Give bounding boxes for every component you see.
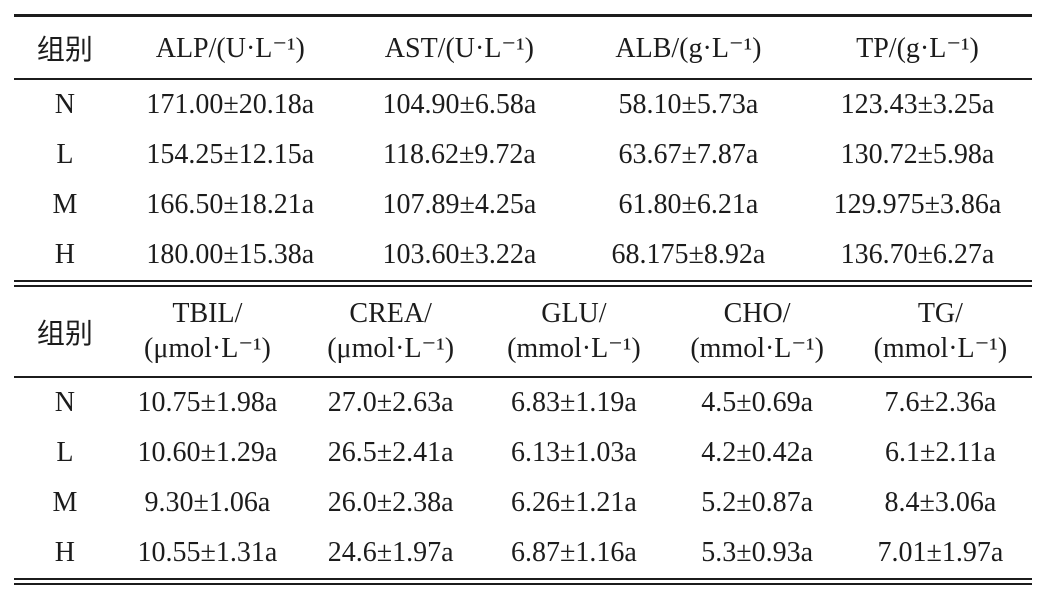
column-header-group: 组别	[14, 15, 116, 80]
analyte-name: TG/	[917, 298, 963, 330]
value-cell: 58.10±5.73a	[618, 89, 759, 120]
table-row: L 154.25±12.15a 118.62±9.72a 63.67±7.87a…	[14, 130, 1032, 180]
value-cell: 123.43±3.25a	[840, 89, 995, 120]
table2-header-row: 组别 TBIL/ (μmol·L⁻¹) CREA/ (μmol·L⁻¹) GLU…	[14, 287, 1032, 378]
analyte-unit: (mmol·L⁻¹)	[507, 332, 641, 364]
group-cell: N	[54, 387, 76, 418]
value-cell: 6.83±1.19a	[510, 387, 637, 418]
value-cell: 4.5±0.69a	[701, 387, 814, 418]
table-row: M 166.50±18.21a 107.89±4.25a 61.80±6.21a…	[14, 180, 1032, 230]
value-cell: 171.00±20.18a	[146, 89, 315, 120]
table-row: H 10.55±1.31a 24.6±1.97a 6.87±1.16a 5.3±…	[14, 528, 1032, 578]
value-cell: 103.60±3.22a	[382, 239, 537, 270]
bottom-closing-rule	[14, 578, 1032, 585]
value-cell: 154.25±12.15a	[146, 139, 315, 170]
column-header-cho: CHO/ (mmol·L⁻¹)	[665, 287, 849, 378]
value-cell: 26.5±2.41a	[327, 437, 454, 468]
value-cell: 24.6±1.97a	[327, 537, 454, 568]
table-row: M 9.30±1.06a 26.0±2.38a 6.26±1.21a 5.2±0…	[14, 478, 1032, 528]
value-cell: 180.00±15.38a	[146, 239, 315, 270]
serum-metabolite-table: 组别 TBIL/ (μmol·L⁻¹) CREA/ (μmol·L⁻¹) GLU…	[14, 287, 1032, 578]
value-cell: 7.01±1.97a	[877, 537, 1004, 568]
value-cell: 107.89±4.25a	[382, 189, 537, 220]
table1-header-row: 组别 ALP/(U·L⁻¹) AST/(U·L⁻¹) ALB/(g·L⁻¹) T…	[14, 15, 1032, 80]
analyte-name: TBIL/	[172, 298, 243, 330]
value-cell: 10.55±1.31a	[137, 537, 278, 568]
section-divider-rule	[14, 280, 1032, 287]
value-cell: 130.72±5.98a	[840, 139, 995, 170]
value-cell: 6.26±1.21a	[510, 487, 637, 518]
group-cell: M	[52, 487, 78, 518]
value-cell: 9.30±1.06a	[144, 487, 271, 518]
table-row: N 171.00±20.18a 104.90±6.58a 58.10±5.73a…	[14, 79, 1032, 130]
value-cell: 129.975±3.86a	[833, 189, 1002, 220]
column-header-tg: TG/ (mmol·L⁻¹)	[848, 287, 1032, 378]
value-cell: 27.0±2.63a	[327, 387, 454, 418]
column-header-alp: ALP/(U·L⁻¹)	[115, 15, 345, 80]
serum-enzyme-protein-table: 组别 ALP/(U·L⁻¹) AST/(U·L⁻¹) ALB/(g·L⁻¹) T…	[14, 14, 1032, 280]
value-cell: 10.60±1.29a	[137, 437, 278, 468]
value-cell: 6.1±2.11a	[884, 437, 996, 468]
column-header-tbil: TBIL/ (μmol·L⁻¹)	[115, 287, 300, 378]
value-cell: 7.6±2.36a	[884, 387, 997, 418]
table-row: L 10.60±1.29a 26.5±2.41a 6.13±1.03a 4.2±…	[14, 428, 1032, 478]
column-header-ast: AST/(U·L⁻¹)	[344, 15, 574, 80]
column-header-group: 组别	[14, 287, 116, 378]
value-cell: 68.175±8.92a	[611, 239, 766, 270]
value-cell: 6.13±1.03a	[510, 437, 637, 468]
table-row: N 10.75±1.98a 27.0±2.63a 6.83±1.19a 4.5±…	[14, 377, 1032, 428]
value-cell: 63.67±7.87a	[618, 139, 759, 170]
value-cell: 4.2±0.42a	[701, 437, 814, 468]
group-cell: M	[52, 189, 78, 220]
analyte-unit: (mmol·L⁻¹)	[690, 332, 824, 364]
value-cell: 166.50±18.21a	[146, 189, 315, 220]
column-header-tp: TP/(g·L⁻¹)	[802, 15, 1032, 80]
value-cell: 5.3±0.93a	[701, 537, 814, 568]
group-cell: L	[56, 437, 74, 468]
column-header-glu: GLU/ (mmol·L⁻¹)	[482, 287, 666, 378]
value-cell: 118.62±9.72a	[382, 139, 536, 170]
column-header-crea: CREA/ (μmol·L⁻¹)	[299, 287, 483, 378]
group-cell: N	[54, 89, 76, 120]
value-cell: 8.4±3.06a	[884, 487, 997, 518]
analyte-name: GLU/	[541, 298, 607, 330]
table-row: H 180.00±15.38a 103.60±3.22a 68.175±8.92…	[14, 230, 1032, 280]
value-cell: 136.70±6.27a	[840, 239, 995, 270]
analyte-unit: (μmol·L⁻¹)	[327, 332, 455, 364]
analyte-name: CHO/	[723, 298, 791, 330]
analyte-name: CREA/	[349, 298, 432, 330]
value-cell: 6.87±1.16a	[510, 537, 637, 568]
group-cell: H	[54, 537, 76, 568]
value-cell: 61.80±6.21a	[618, 189, 759, 220]
analyte-unit: (mmol·L⁻¹)	[873, 332, 1008, 364]
group-cell: L	[56, 139, 74, 170]
value-cell: 26.0±2.38a	[327, 487, 454, 518]
column-header-alb: ALB/(g·L⁻¹)	[573, 15, 803, 80]
analyte-unit: (μmol·L⁻¹)	[144, 332, 271, 364]
group-cell: H	[54, 239, 76, 270]
value-cell: 5.2±0.87a	[701, 487, 814, 518]
value-cell: 10.75±1.98a	[137, 387, 278, 418]
value-cell: 104.90±6.58a	[382, 89, 537, 120]
